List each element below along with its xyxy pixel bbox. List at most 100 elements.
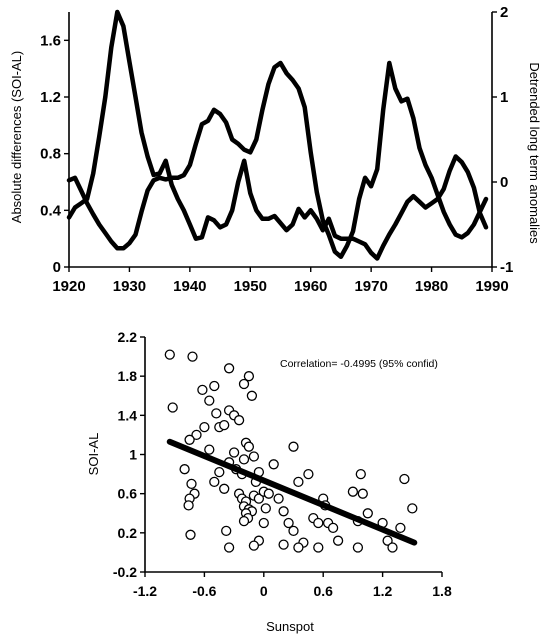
scatter-point [260, 503, 271, 514]
scatter-point [183, 500, 194, 511]
scatter-point [357, 488, 368, 499]
scatter-point [332, 535, 344, 546]
scatter-point [258, 517, 269, 529]
top-x-tick-label: 1940 [173, 278, 206, 295]
scatter-point [355, 468, 366, 480]
top-x-tick-label: 1920 [52, 278, 85, 295]
top-plot-frame [68, 12, 493, 268]
scatter-point [223, 542, 235, 553]
top-y-tick-label: 0.8 [40, 146, 61, 163]
scatter-point [283, 517, 294, 529]
scatter-point [214, 466, 225, 478]
bottom-x-tick-label: -0.6 [192, 583, 216, 599]
scatter-point [293, 476, 304, 488]
scatter-point [362, 508, 373, 519]
top-x-tick-label: 1950 [234, 278, 267, 295]
scatter-point [228, 447, 240, 458]
bottom-y-tick-label: 1 [129, 447, 137, 463]
scatter-point [204, 444, 215, 455]
correlation-annotation: Correlation= -0.4995 (95% confid) [280, 358, 438, 370]
scatter-point [179, 464, 190, 475]
bottom-y-tick-label: -0.2 [113, 564, 137, 580]
scatter-point [246, 390, 258, 401]
scatter-point [288, 525, 299, 537]
scatter-point [313, 517, 324, 529]
top-y-tick-label: 1.2 [40, 89, 61, 106]
scatter-point [185, 529, 196, 540]
scatter-point [248, 540, 260, 551]
bottom-y-tick-label: 0.6 [118, 486, 138, 502]
scatter-point [248, 451, 260, 462]
series-soi-al-line [66, 9, 489, 261]
scatter-point [399, 473, 410, 485]
scatter-point [184, 434, 195, 445]
bottom-x-tick-label: 1.8 [432, 583, 452, 599]
bottom-x-axis: -1.2 -0.6 0 0.6 1.2 1.8 [133, 572, 452, 599]
top-y2-tick-label: 1 [500, 89, 508, 106]
scatter-point [327, 522, 339, 534]
series-anomalies-line [66, 60, 489, 260]
top-x-axis: 1920 1930 1940 1950 1960 1970 1980 1990 [52, 267, 509, 295]
scatter-point [293, 542, 304, 553]
scatter-point [395, 522, 406, 534]
scatter-point [164, 349, 175, 360]
top-y2-tick-label: -1 [500, 259, 513, 276]
scatter-point [221, 525, 232, 537]
scatter-chart: -1.2 -0.6 0 0.6 1.2 1.8 -0.20.20.611.41.82.2 … [86, 329, 452, 634]
scatter-point [209, 476, 220, 488]
scatter-points [164, 349, 418, 553]
top-x-tick-label: 1990 [475, 278, 508, 295]
scatter-point [263, 488, 274, 499]
scatter-point [288, 441, 299, 452]
scatter-point [197, 384, 208, 396]
scatter-point [253, 493, 265, 504]
bottom-y-tick-label: 2.2 [118, 329, 138, 345]
top-x-tick-label: 1980 [415, 278, 448, 295]
scatter-point [352, 542, 364, 553]
bottom-x-tick-label: 1.2 [373, 583, 393, 599]
top-y-axis-right: -1 0 1 2 [492, 4, 513, 276]
scatter-point [313, 542, 324, 553]
scatter-point [219, 419, 230, 431]
top-x-tick-label: 1960 [294, 278, 327, 295]
time-series-chart: 1920 1930 1940 1950 1960 1970 1980 1990 0 0.4 0.8… [9, 4, 542, 295]
top-x-tick-label: 1970 [354, 278, 387, 295]
scatter-point [407, 503, 418, 514]
bottom-x-tick-label: -1.2 [133, 583, 157, 599]
scatter-point [211, 408, 222, 419]
bottom-x-axis-label: Sunspot [266, 619, 314, 634]
scatter-point [238, 378, 250, 390]
scatter-point [273, 493, 284, 504]
scatter-point [223, 363, 235, 374]
scatter-point [278, 539, 289, 550]
scatter-point [209, 380, 220, 392]
scatter-point [191, 429, 202, 441]
scatter-point [278, 506, 289, 517]
scatter-point [233, 415, 245, 426]
scatter-point [199, 421, 210, 433]
regression-line-group [166, 438, 418, 546]
scatter-point [238, 515, 250, 527]
scatter-point [219, 483, 230, 494]
top-y-axis-label: Absolute differences (SOI-AL) [9, 51, 24, 223]
scatter-point [382, 535, 393, 546]
scatter-point [347, 486, 359, 497]
scatter-point [187, 351, 198, 362]
top-y2-tick-label: 0 [500, 174, 508, 191]
bottom-y-axis-label: SOI-AL [86, 433, 101, 476]
scatter-point [387, 542, 398, 553]
bottom-x-tick-label: 0.6 [313, 583, 333, 599]
regression-line [166, 438, 418, 546]
scatter-point [186, 478, 197, 490]
top-y-tick-label: 0.4 [40, 202, 62, 219]
bottom-y-tick-label: 0.2 [118, 525, 138, 541]
scatter-point [204, 395, 215, 406]
top-y2-tick-label: 2 [500, 4, 508, 21]
bottom-y-tick-label: 1.4 [118, 407, 138, 423]
scatter-point [238, 454, 250, 465]
scatter-point [243, 441, 255, 452]
bottom-y-tick-label: 1.8 [118, 368, 138, 384]
scatter-point [167, 402, 178, 413]
scatter-point [303, 468, 314, 480]
